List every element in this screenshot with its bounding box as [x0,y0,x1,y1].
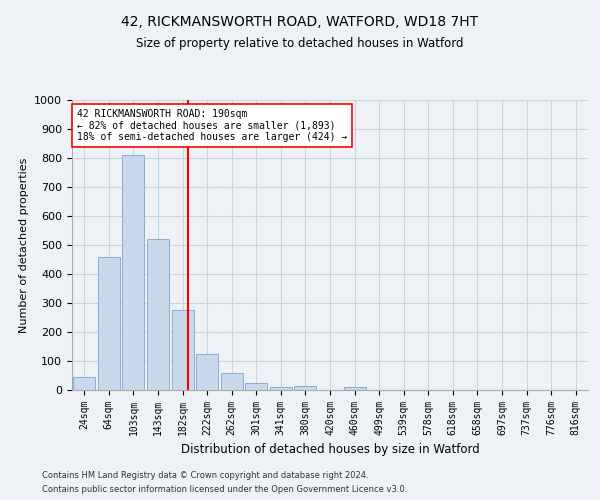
Bar [147,239,169,390]
Bar [172,310,194,390]
Bar [122,155,145,390]
Bar [196,354,218,390]
Text: Contains public sector information licensed under the Open Government Licence v3: Contains public sector information licen… [42,486,407,494]
Bar [73,377,95,390]
Text: Size of property relative to detached houses in Watford: Size of property relative to detached ho… [136,38,464,51]
Y-axis label: Number of detached properties: Number of detached properties [19,158,29,332]
Text: Contains HM Land Registry data © Crown copyright and database right 2024.: Contains HM Land Registry data © Crown c… [42,470,368,480]
Text: 42, RICKMANSWORTH ROAD, WATFORD, WD18 7HT: 42, RICKMANSWORTH ROAD, WATFORD, WD18 7H… [121,15,479,29]
Bar [295,386,316,390]
Bar [245,383,268,390]
Text: 42 RICKMANSWORTH ROAD: 190sqm
← 82% of detached houses are smaller (1,893)
18% o: 42 RICKMANSWORTH ROAD: 190sqm ← 82% of d… [77,108,347,142]
Bar [344,387,365,390]
Bar [98,256,120,390]
X-axis label: Distribution of detached houses by size in Watford: Distribution of detached houses by size … [181,444,479,456]
Bar [270,387,292,390]
Bar [221,373,243,390]
